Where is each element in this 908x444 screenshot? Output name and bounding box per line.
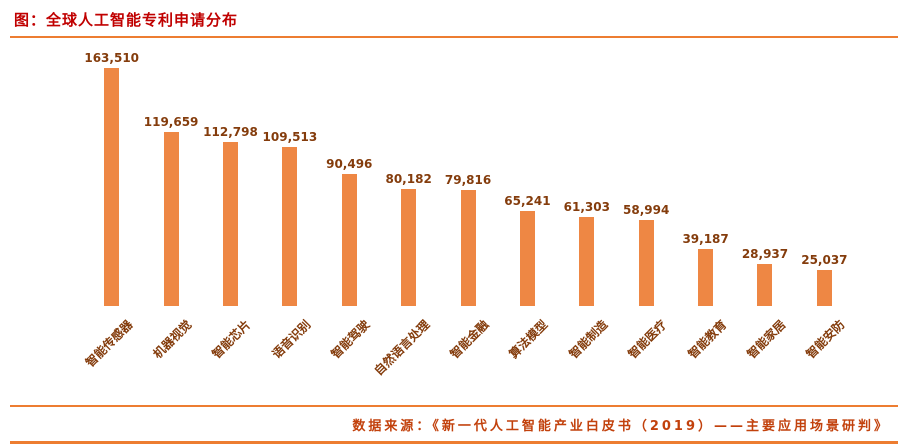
- bar-value-label: 65,241: [504, 194, 551, 208]
- category-label-cell: 智能教育: [676, 306, 735, 402]
- bar-chart: 163,510 119,659 112,798 109,513 90,496 80,182…: [82, 48, 854, 306]
- bar: [222, 142, 238, 306]
- bar: [341, 174, 357, 306]
- category-label-cell: 智能制造: [557, 306, 616, 402]
- bar-value-label: 79,816: [444, 173, 492, 187]
- bar-value-label: 39,187: [682, 232, 729, 246]
- category-label-cell: 智能金融: [438, 306, 497, 402]
- bar: [519, 211, 535, 306]
- bar-value-label: 25,037: [801, 253, 848, 267]
- chart-footer: 数据来源：《新一代人工智能产业白皮书（2019）——主要应用场景研判》: [0, 405, 908, 444]
- data-source-text: 数据来源：《新一代人工智能产业白皮书（2019）——主要应用场景研判》: [352, 419, 890, 434]
- category-label: 智能驾驶: [328, 317, 373, 362]
- bar-value-label: 119,659: [143, 115, 199, 129]
- bar-group: 28,937: [735, 247, 794, 306]
- category-label: 智能安防: [803, 317, 848, 362]
- category-label: 智能医疗: [625, 317, 670, 362]
- bar: [401, 189, 417, 306]
- category-label: 智能芯片: [209, 317, 254, 362]
- bar: [757, 264, 773, 306]
- bar: [104, 68, 120, 306]
- category-label-cell: 智能医疗: [617, 306, 676, 402]
- bar-value-label: 112,798: [203, 125, 258, 139]
- bar-group: 119,659: [141, 115, 200, 306]
- bar: [163, 132, 179, 306]
- footer-divider: [10, 405, 898, 407]
- chart-header: 图：全球人工智能专利申请分布: [0, 0, 908, 36]
- bar-value-label: 58,994: [623, 203, 670, 217]
- category-label: 自然语言处理: [371, 317, 432, 379]
- bar-value-label: 163,510: [84, 51, 140, 65]
- bottom-divider: [10, 441, 898, 444]
- category-label: 智能制造: [566, 317, 611, 362]
- bar: [698, 249, 714, 306]
- bar-group: 25,037: [795, 253, 854, 306]
- bar: [460, 190, 476, 306]
- category-label-cell: 智能传感器: [82, 306, 141, 402]
- category-label-cell: 算法模型: [498, 306, 557, 402]
- bar-group: 80,182: [379, 172, 438, 306]
- bar: [638, 220, 654, 306]
- bar-group: 65,241: [498, 194, 557, 306]
- chart-title: 图：全球人工智能专利申请分布: [14, 11, 239, 29]
- category-labels: 智能传感器 机器视觉 智能芯片 语音识别 智能驾驶 自然语言处理 智能金融 算法模型 智能制造智…: [82, 306, 854, 402]
- bar-group: 58,994: [617, 203, 676, 306]
- bar-group: 112,798: [201, 125, 260, 306]
- category-label-cell: 智能芯片: [201, 306, 260, 402]
- bar-value-label: 28,937: [741, 247, 789, 261]
- category-label-cell: 语音识别: [260, 306, 319, 402]
- bar: [282, 147, 298, 306]
- category-label-cell: 智能家居: [735, 306, 794, 402]
- category-label-cell: 智能驾驶: [320, 306, 379, 402]
- category-label: 智能家居: [744, 317, 789, 362]
- bar-group: 39,187: [676, 232, 735, 306]
- category-label-cell: 机器视觉: [141, 306, 200, 402]
- category-label: 智能教育: [685, 317, 729, 362]
- category-label: 算法模型: [506, 317, 551, 362]
- bar-group: 109,513: [260, 130, 319, 306]
- bar-group: 163,510: [82, 51, 141, 306]
- category-label: 智能传感器: [82, 317, 136, 370]
- bar-group: 90,496: [320, 157, 379, 306]
- bar-value-label: 109,513: [262, 130, 318, 144]
- bar-group: 61,303: [557, 200, 616, 306]
- category-label: 机器视觉: [150, 317, 195, 362]
- bar-group: 79,816: [438, 173, 497, 306]
- chart-area: 163,510 119,659 112,798 109,513 90,496 80,182…: [0, 38, 908, 402]
- category-label: 智能金融: [447, 317, 492, 362]
- category-label-cell: 自然语言处理: [371, 306, 438, 402]
- bar-value-label: 80,182: [385, 172, 432, 186]
- bar-value-label: 61,303: [563, 200, 610, 214]
- top-divider: [10, 36, 898, 38]
- bar: [816, 270, 832, 306]
- category-label-cell: 智能安防: [795, 306, 854, 402]
- bar-value-label: 90,496: [326, 157, 373, 171]
- category-label: 语音识别: [269, 317, 314, 362]
- bar: [579, 217, 595, 306]
